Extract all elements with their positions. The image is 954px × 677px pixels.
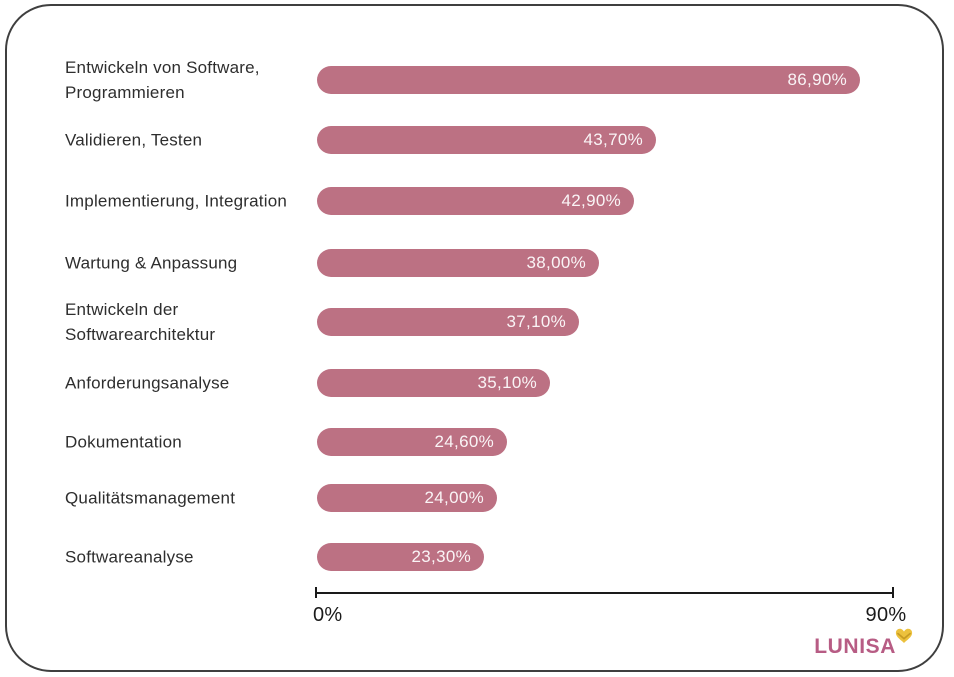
category-label: Entwickeln der Softwarearchitektur [65, 300, 216, 344]
category-label: Implementierung, Integration [65, 191, 288, 211]
category-label: Dokumentation [65, 432, 182, 452]
lunisa-logo-text: LUNISA [814, 635, 896, 658]
bar-chart: Entwickeln von Software, Programmieren 8… [7, 6, 942, 670]
chart-row: Implementierung, Integration 42,90% [7, 187, 942, 215]
bar-value-label: 86,90% [787, 70, 847, 89]
chart-row: Qualitätsmanagement 24,00% [7, 484, 942, 512]
bar-value-label: 35,10% [477, 373, 537, 392]
x-axis-tick-max [892, 587, 894, 598]
heart-icon [895, 628, 913, 643]
bar-value-label: 23,30% [411, 547, 471, 566]
bar-value-label: 43,70% [583, 130, 643, 149]
bar: 35,10% [317, 369, 550, 397]
chart-card: Entwickeln von Software, Programmieren 8… [5, 4, 944, 672]
bar-value-label: 24,00% [424, 488, 484, 507]
bar-value-label: 38,00% [526, 253, 586, 272]
category-label: Qualitätsmanagement [65, 488, 236, 508]
bar-value-label: 37,10% [506, 312, 566, 331]
bar: 42,90% [317, 187, 634, 215]
bar: 24,00% [317, 484, 497, 512]
bar: 43,70% [317, 126, 656, 154]
bar: 37,10% [317, 308, 579, 336]
x-axis-line [315, 592, 894, 594]
x-axis-label-max: 90% [865, 604, 907, 626]
bar-value-label: 24,60% [434, 432, 494, 451]
bar-value-label: 42,90% [561, 191, 621, 210]
category-label: Anforderungsanalyse [65, 373, 230, 393]
chart-row: Validieren, Testen 43,70% [7, 126, 942, 154]
category-label: Wartung & Anpassung [65, 253, 238, 273]
chart-row: Entwickeln von Software, Programmieren 8… [7, 58, 942, 102]
chart-row: Dokumentation 24,60% [7, 428, 942, 456]
category-label: Validieren, Testen [65, 130, 203, 150]
bar: 23,30% [317, 543, 484, 571]
chart-row: Wartung & Anpassung 38,00% [7, 249, 942, 277]
chart-row: Anforderungsanalyse 35,10% [7, 369, 942, 397]
bar: 24,60% [317, 428, 507, 456]
lunisa-logo: LUNISA [814, 628, 913, 659]
x-axis-label-min: 0% [313, 604, 343, 626]
category-label: Softwareanalyse [65, 547, 194, 567]
bar: 86,90% [317, 66, 860, 94]
bar: 38,00% [317, 249, 599, 277]
chart-row: Entwickeln der Softwarearchitektur 37,10… [7, 300, 942, 344]
x-axis-tick-min [315, 587, 317, 598]
chart-row: Softwareanalyse 23,30% [7, 543, 942, 571]
category-label: Entwickeln von Software, Programmieren [65, 58, 260, 102]
